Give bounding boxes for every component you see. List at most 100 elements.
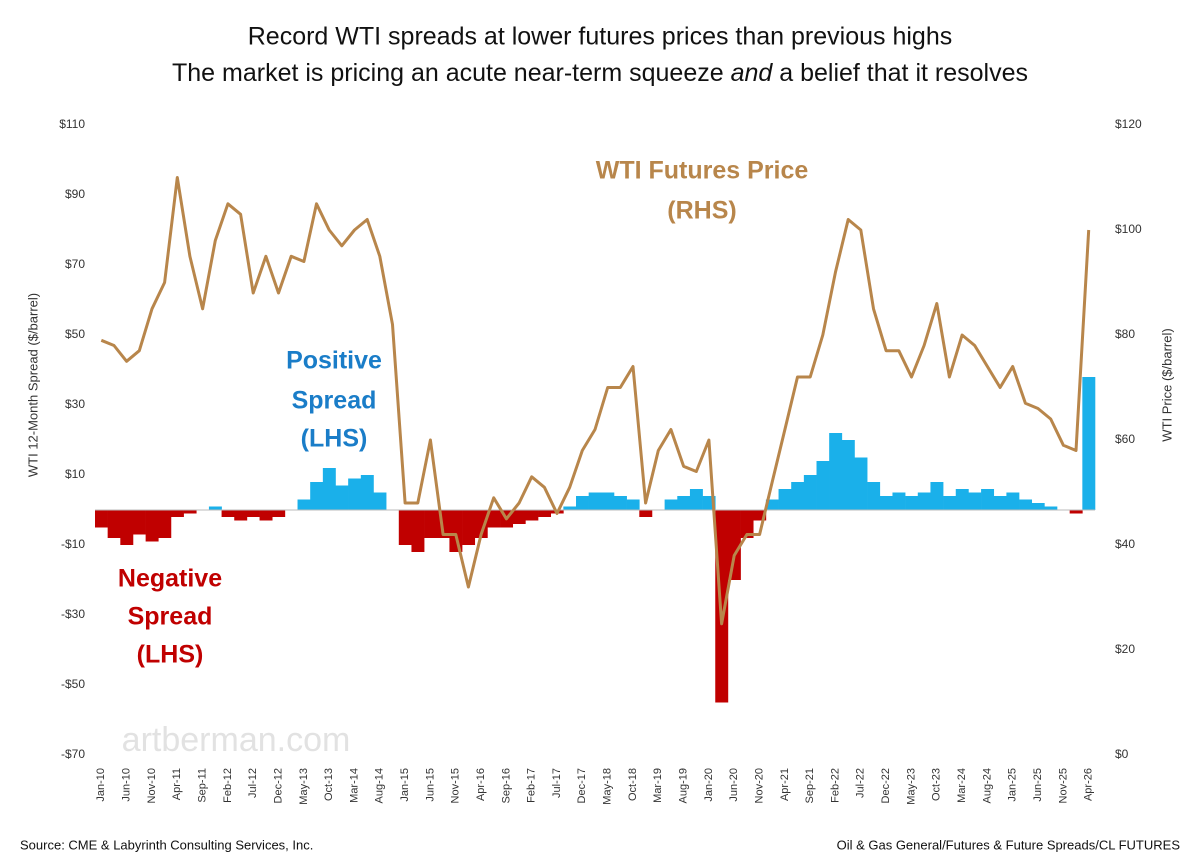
spread-bar: [981, 489, 995, 510]
annotation: (LHS): [301, 425, 368, 453]
spread-bar: [132, 510, 146, 535]
spread-bar: [677, 496, 691, 510]
spread-bar: [664, 499, 678, 510]
spread-bar: [170, 510, 184, 517]
x-tick-label: Mar-19: [652, 768, 664, 803]
x-tick-label: Sep-16: [500, 768, 512, 803]
x-tick-label: Aug-19: [678, 768, 690, 803]
spread-bar: [1044, 506, 1058, 510]
spread-bar: [778, 489, 792, 510]
y2-tick-label: $60: [1115, 432, 1135, 446]
x-tick-label: Sep-11: [197, 768, 209, 803]
spread-bar: [120, 510, 134, 545]
spread-bar: [474, 510, 488, 538]
x-tick-label: Apr-16: [475, 768, 487, 801]
x-tick-label: Jun-20: [728, 768, 740, 802]
spread-bar: [1069, 510, 1083, 514]
spread-bar: [335, 485, 349, 510]
spread-bar: [867, 482, 881, 510]
spread-bar: [1019, 499, 1033, 510]
x-tick-label: Mar-14: [348, 768, 360, 803]
x-tick-label: Jan-15: [399, 768, 411, 802]
y-tick-label: -$70: [61, 747, 85, 761]
y-axis-title: WTI 12-Month Spread ($/barrel): [25, 293, 40, 477]
y2-tick-label: $100: [1115, 222, 1142, 236]
annotation: Negative: [118, 565, 222, 593]
spread-bar: [943, 496, 957, 510]
spread-bar: [803, 475, 817, 510]
spread-bar: [879, 496, 893, 510]
annotation: Spread: [292, 387, 377, 415]
spread-bar: [588, 492, 602, 510]
spread-bar: [487, 510, 501, 528]
y-tick-label: $10: [65, 467, 85, 481]
x-tick-label: Jul-12: [247, 768, 259, 798]
x-tick-label: Dec-22: [880, 768, 892, 803]
y-tick-label: $70: [65, 257, 85, 271]
spread-bar: [272, 510, 286, 517]
spread-bar: [183, 510, 197, 514]
annotation: (LHS): [137, 641, 204, 669]
spread-bar: [234, 510, 248, 521]
spread-bar: [892, 492, 906, 510]
spread-bar: [968, 492, 982, 510]
spread-bar: [765, 499, 779, 510]
spread-bar: [727, 510, 741, 580]
spread-bar: [145, 510, 159, 542]
annotation: Positive: [286, 347, 382, 375]
x-tick-label: May-23: [905, 768, 917, 805]
chart-title: Record WTI spreads at lower futures pric…: [248, 23, 952, 51]
watermark: artberman.com: [122, 721, 351, 759]
spread-bar: [259, 510, 273, 521]
x-tick-label: Nov-15: [450, 768, 462, 803]
subtitle-part: and: [731, 59, 774, 87]
y-tick-label: $90: [65, 187, 85, 201]
spread-bar: [1082, 377, 1096, 510]
spread-bar: [576, 496, 589, 510]
x-tick-label: Aug-14: [374, 768, 386, 803]
y2-tick-label: $80: [1115, 327, 1135, 341]
x-tick-label: Jan-10: [95, 768, 107, 802]
x-tick-label: Dec-17: [576, 768, 588, 803]
spread-bar: [411, 510, 425, 552]
x-tick-label: May-18: [602, 768, 614, 805]
price-line: [100, 176, 1091, 626]
spread-bar: [297, 499, 311, 510]
y2-axis-title: WTI Price ($/barrel): [1159, 328, 1174, 441]
x-tick-label: Apr-26: [1083, 768, 1095, 801]
x-tick-label: Feb-12: [222, 768, 234, 803]
annotation: WTI Futures Price: [596, 157, 809, 185]
x-tick-label: Jun-25: [1032, 768, 1044, 802]
x-tick-label: Oct-18: [627, 768, 639, 801]
spread-bar: [816, 461, 830, 510]
spread-bar: [689, 489, 703, 510]
x-tick-label: Nov-25: [1057, 768, 1069, 803]
spread-bar: [1006, 492, 1020, 510]
spread-bar: [993, 496, 1007, 510]
y2-tick-label: $0: [1115, 747, 1129, 761]
x-tick-label: Mar-24: [956, 768, 968, 803]
y-tick-label: -$10: [61, 537, 85, 551]
plot-area: $110 $90 $70 $50 $30 $10 -$10 -$30 -$50 -$70 $0 $20…: [59, 117, 1142, 805]
x-tick-label: Feb-17: [526, 768, 538, 803]
spread-bar: [753, 510, 767, 521]
x-tick-label: Aug-24: [981, 768, 993, 803]
x-tick-label: Jun-15: [424, 768, 436, 802]
spread-bar: [348, 478, 362, 510]
spread-bar: [841, 440, 855, 510]
subtitle-part: a belief that it resolves: [772, 59, 1028, 87]
y-tick-label: $50: [65, 327, 85, 341]
y2-tick-label: $40: [1115, 537, 1135, 551]
spread-bar: [905, 496, 919, 510]
spread-bar: [563, 506, 577, 510]
y-tick-label: $110: [59, 117, 85, 131]
spread-bar: [1031, 503, 1045, 510]
spread-bar: [221, 510, 235, 517]
spread-bar: [95, 510, 108, 528]
spread-bar: [917, 492, 931, 510]
spread-bar: [462, 510, 476, 545]
y-tick-label: -$30: [61, 607, 85, 621]
spread-bar: [829, 433, 843, 510]
spread-bar: [601, 492, 615, 510]
spread-bar: [740, 510, 754, 538]
